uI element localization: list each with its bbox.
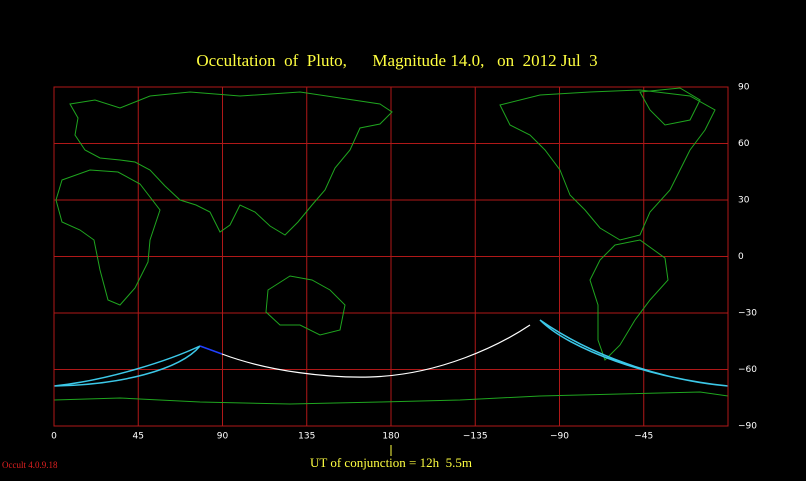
europe-asia: [69, 91, 393, 236]
y-tick-label: −90: [738, 422, 757, 432]
x-tick-label: 135: [298, 432, 315, 442]
centre-track: [221, 324, 531, 378]
shadow-track: [199, 345, 223, 355]
x-tick-label: 180: [382, 432, 399, 442]
x-tick-label: 0: [51, 432, 57, 442]
x-tick-label: 45: [133, 432, 144, 442]
australia: [265, 275, 346, 336]
y-tick-label: −30: [738, 309, 757, 319]
y-tick-label: 60: [738, 139, 750, 149]
greenland: [639, 87, 701, 126]
antarctica: [53, 391, 729, 405]
coastlines: [53, 87, 729, 405]
y-tick-label: 90: [738, 83, 750, 93]
conjunction-label: UT of conjunction = 12h 5.5m: [310, 455, 472, 470]
plot-border: [53, 86, 729, 427]
title: Occultation of Pluto, Magnitude 14.0, on…: [196, 51, 597, 70]
y-tick-label: 30: [738, 196, 750, 206]
x-tick-label: −90: [550, 432, 569, 442]
y-tick-label: 0: [738, 252, 744, 262]
y-tick-label: −60: [738, 365, 757, 375]
version-label: Occult 4.0.9.18: [2, 460, 58, 470]
north-america: [499, 89, 716, 241]
x-tick-label: −45: [634, 432, 653, 442]
x-tick-label: 90: [217, 432, 229, 442]
x-tick-label: −135: [463, 432, 488, 442]
africa: [55, 169, 161, 306]
south-america: [589, 239, 669, 361]
